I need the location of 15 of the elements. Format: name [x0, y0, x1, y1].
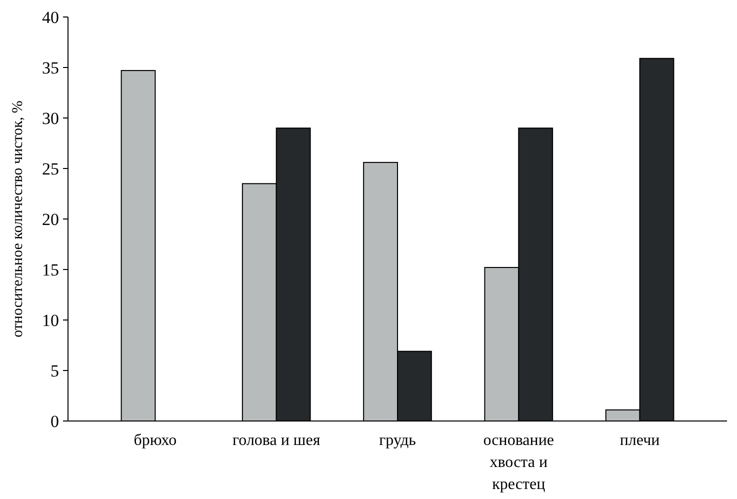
x-tick-label: брюхо — [134, 432, 177, 449]
y-tick-label: 0 — [50, 412, 59, 431]
y-tick-label: 35 — [42, 58, 59, 78]
x-tick-label: грудь — [379, 432, 416, 449]
y-tick-label: 40 — [42, 8, 59, 27]
x-tick-label: голова и шея — [232, 432, 321, 449]
y-tick-label: 10 — [42, 310, 59, 330]
y-tick-label: 5 — [50, 361, 59, 380]
y-tick-label: 20 — [42, 210, 59, 229]
x-tick-label: плечи — [620, 432, 660, 449]
x-tick-label: основание хвоста и крестец — [483, 432, 554, 493]
y-tick-label: 30 — [42, 108, 59, 128]
y-tick-label: 15 — [42, 260, 59, 280]
y-tick-label: 25 — [42, 159, 59, 178]
y-axis-title: относительное количество чисток, % — [10, 100, 26, 338]
